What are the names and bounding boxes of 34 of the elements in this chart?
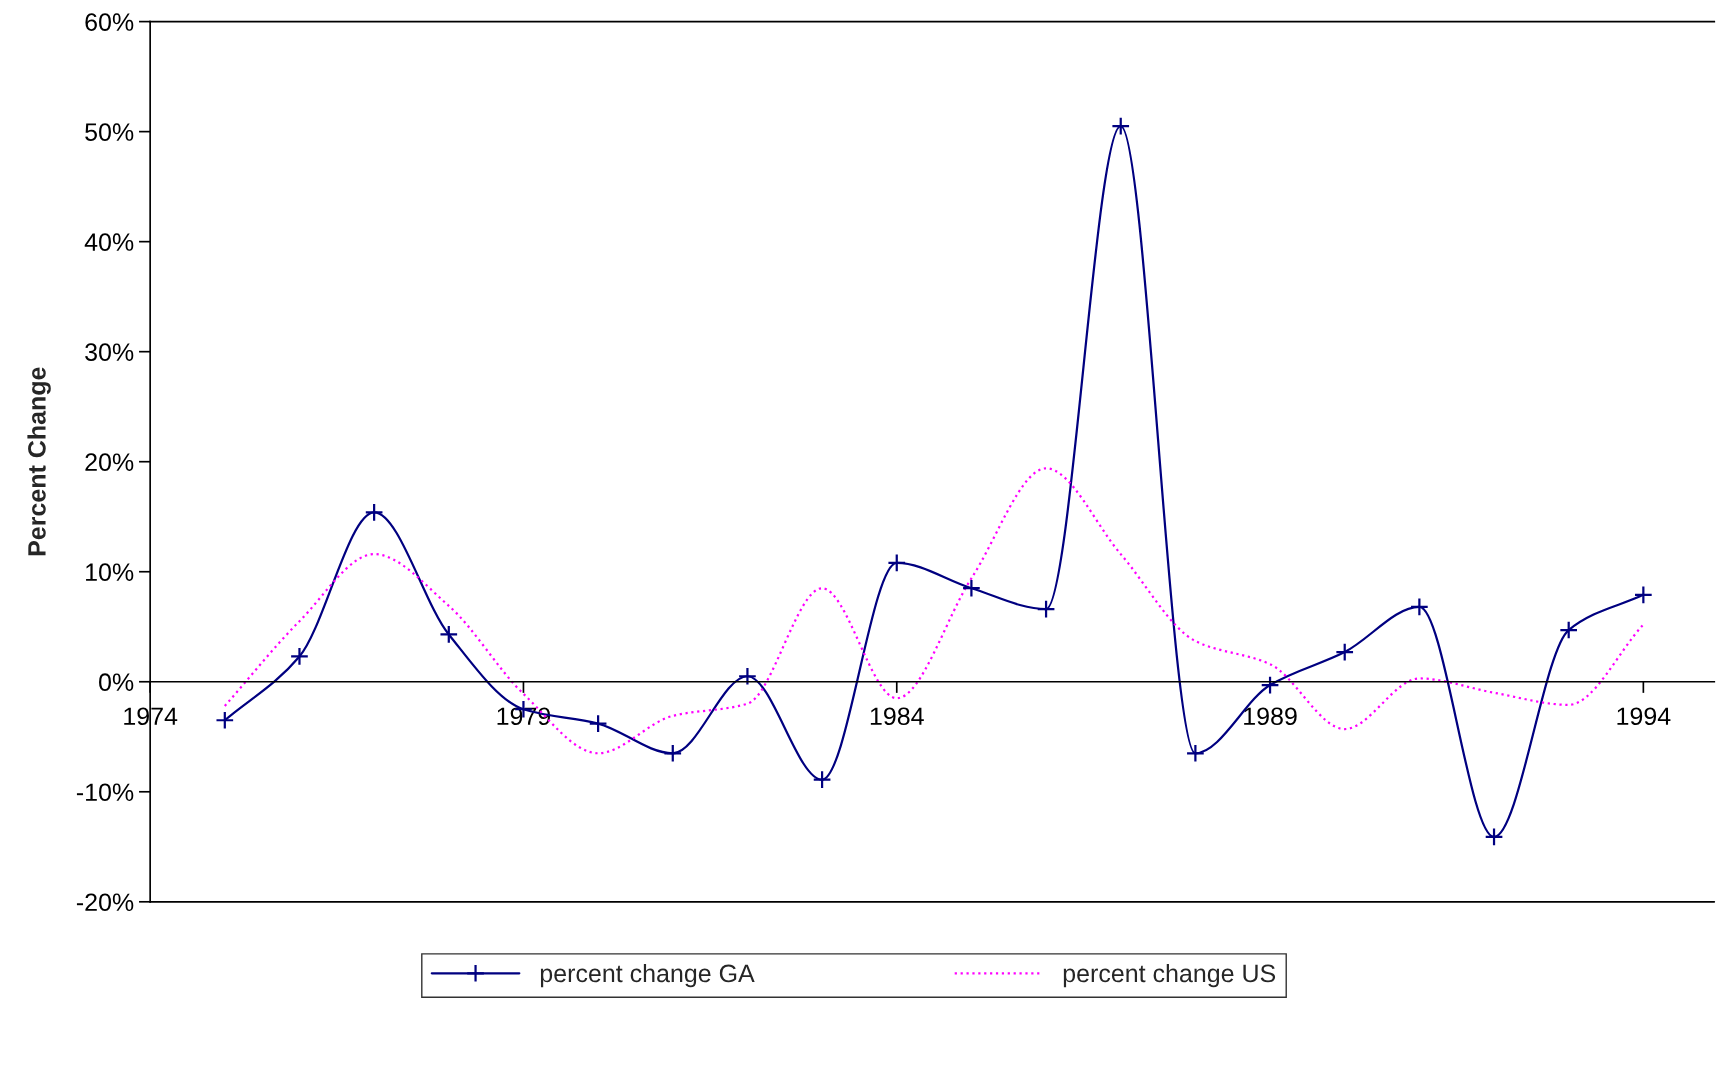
point (1111, 116, 1131, 136)
x-tick-label: 1984 (870, 707, 924, 726)
legend-label: percent change GA (540, 963, 755, 988)
y-tick-label: -10% (76, 783, 134, 802)
point (812, 770, 832, 790)
y-axis-title: Percent Change (27, 367, 51, 556)
y-tick-label: 30% (85, 343, 134, 361)
point (1559, 620, 1579, 640)
point (364, 502, 384, 522)
y-tick-label: 60% (85, 13, 134, 31)
x-tick-label: 1994 (1617, 707, 1671, 726)
point (439, 625, 459, 644)
legend-label: percent change US (1063, 963, 1276, 988)
y-tick-label: 10% (86, 563, 134, 582)
point (1260, 675, 1280, 695)
point (663, 743, 683, 763)
y-tick-label: 0% (99, 673, 134, 692)
x-tick-label: 1989 (1244, 707, 1297, 726)
point (1409, 597, 1429, 617)
point (1185, 743, 1205, 763)
point (290, 647, 309, 666)
point (215, 710, 235, 730)
y-tick-label: 20% (85, 453, 134, 471)
y-tick-label: 40% (84, 233, 134, 251)
point (1036, 599, 1056, 619)
y-tick-label: -20% (76, 893, 134, 912)
point (961, 578, 981, 598)
point (1335, 642, 1355, 662)
point (588, 714, 608, 733)
point (1633, 585, 1653, 605)
y-tick-label: 50% (85, 123, 134, 141)
point (1484, 827, 1504, 847)
point (887, 553, 907, 573)
point (737, 666, 757, 686)
